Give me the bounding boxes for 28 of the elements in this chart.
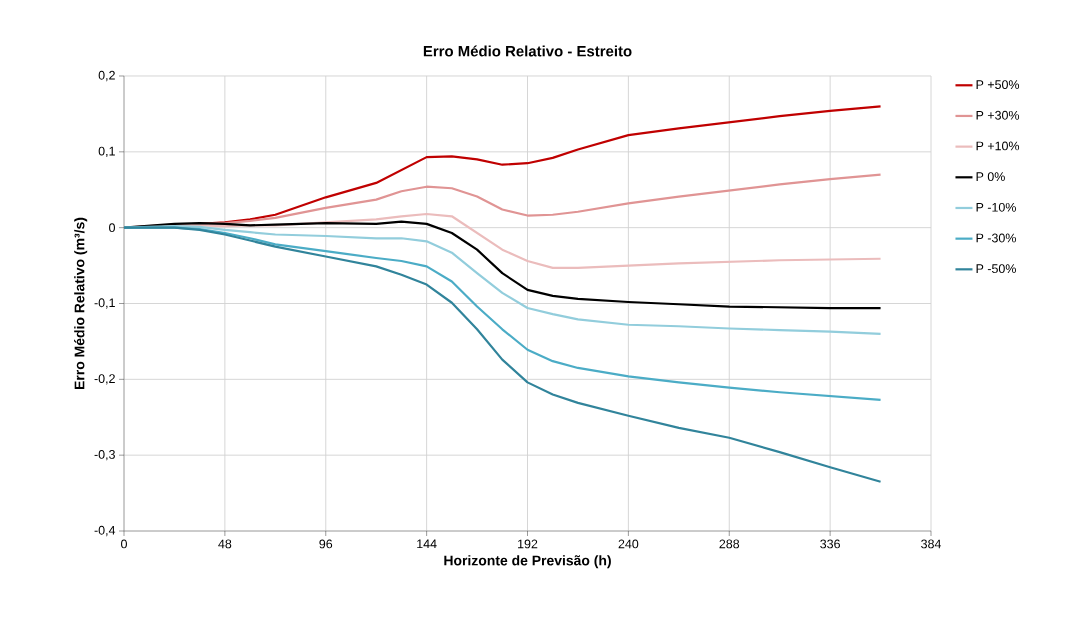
x-tick-label: 192	[518, 539, 538, 549]
x-tick-label: 288	[719, 539, 740, 549]
y-tick-label: -0,4	[94, 525, 116, 537]
x-tick-label: 144	[417, 539, 437, 549]
legend-label: P 0%	[976, 172, 1005, 182]
legend-label: P -30%	[976, 233, 1016, 243]
y-tick-label: 0	[109, 223, 115, 233]
x-tick-label: 336	[820, 539, 840, 549]
y-tick-label: 0,1	[98, 146, 115, 157]
x-tick-label: 384	[921, 539, 942, 549]
x-tick-label: 96	[319, 539, 333, 549]
line-series	[124, 225, 882, 335]
y-tick-label: 0,2	[98, 70, 115, 82]
y-tick-label: -0,2	[94, 374, 115, 385]
chart-title: Erro Médio Relativo - Estreito	[423, 45, 632, 57]
legend-label: P -10%	[976, 202, 1016, 212]
x-tick-label: 48	[218, 539, 232, 549]
legend-label: P +10%	[976, 141, 1020, 151]
x-tick-label: 240	[618, 539, 639, 549]
y-tick-label: -0,3	[94, 450, 115, 461]
y-axis-title: Erro Médio Relativo (m³/s)	[74, 217, 88, 389]
y-tick-label: -0,1	[94, 298, 115, 309]
x-tick-label: 0	[121, 539, 127, 549]
legend-label: P +30%	[976, 110, 1020, 120]
x-axis-title: Horizonte de Previsão (h)	[444, 555, 611, 569]
legend-label: P +50%	[976, 80, 1020, 90]
legend-label: P -50%	[976, 264, 1016, 274]
line-series	[124, 226, 882, 483]
